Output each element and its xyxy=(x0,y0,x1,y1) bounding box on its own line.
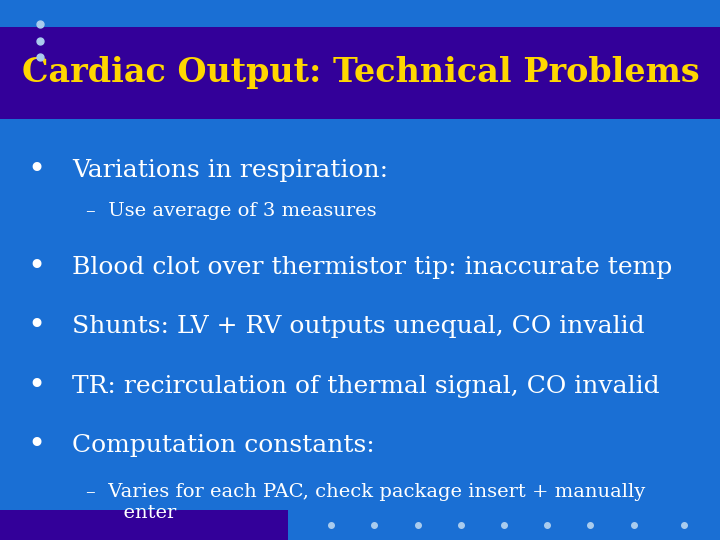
Text: •: • xyxy=(27,154,45,186)
Text: Computation constants:: Computation constants: xyxy=(72,434,374,457)
Text: •: • xyxy=(27,311,45,342)
Text: –  Varies for each PAC, check package insert + manually
      enter: – Varies for each PAC, check package ins… xyxy=(86,483,646,522)
Text: Shunts: LV + RV outputs unequal, CO invalid: Shunts: LV + RV outputs unequal, CO inva… xyxy=(72,315,644,338)
Text: Cardiac Output: Technical Problems: Cardiac Output: Technical Problems xyxy=(22,56,699,90)
Text: –  Use average of 3 measures: – Use average of 3 measures xyxy=(86,201,377,220)
FancyBboxPatch shape xyxy=(0,27,720,119)
FancyBboxPatch shape xyxy=(0,510,288,540)
Text: Blood clot over thermistor tip: inaccurate temp: Blood clot over thermistor tip: inaccura… xyxy=(72,256,672,279)
Text: TR: recirculation of thermal signal, CO invalid: TR: recirculation of thermal signal, CO … xyxy=(72,375,660,397)
Text: •: • xyxy=(27,430,45,461)
Text: •: • xyxy=(27,252,45,283)
Text: Variations in respiration:: Variations in respiration: xyxy=(72,159,388,181)
Text: •: • xyxy=(27,370,45,402)
